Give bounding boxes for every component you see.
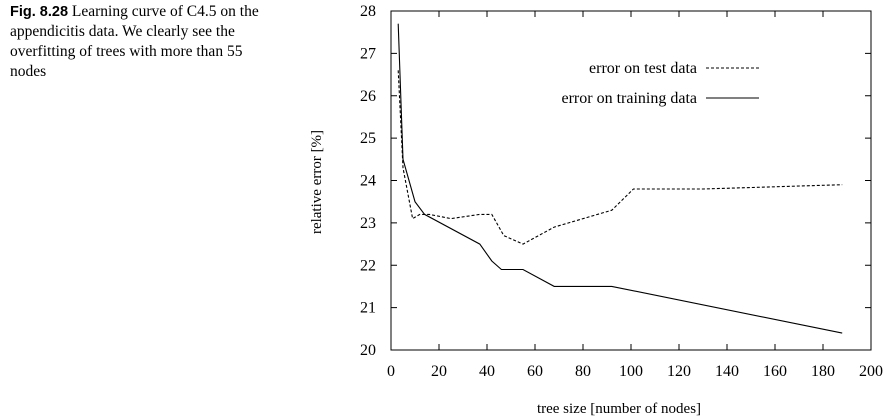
x-axis-label: tree size [number of nodes] [537, 401, 701, 417]
y-tick-label: 20 [360, 342, 376, 359]
test-error-line [397, 70, 843, 245]
series-lines [397, 23, 843, 334]
x-tick-label: 20 [431, 363, 447, 380]
legend-label: error on training data [562, 90, 698, 107]
caption-text: Learning curve of C4.5 on the appendicit… [10, 3, 259, 80]
legend: error on test data error on training data [562, 60, 759, 107]
y-tick-label: 21 [360, 300, 376, 317]
y-axis-ticks: 20 21 22 23 24 25 26 27 28 [360, 3, 871, 359]
x-tick-label: 100 [619, 363, 643, 380]
x-tick-label: 180 [811, 363, 835, 380]
x-tick-label: 0 [387, 363, 395, 380]
y-tick-label: 27 [360, 45, 376, 62]
training-error-line [397, 23, 843, 334]
y-tick-label: 23 [360, 215, 376, 232]
x-tick-label: 140 [715, 363, 739, 380]
x-tick-label: 80 [575, 363, 591, 380]
y-tick-label: 25 [360, 130, 376, 147]
y-tick-label: 24 [360, 173, 376, 190]
y-tick-label: 28 [360, 3, 376, 20]
legend-label: error on test data [589, 60, 697, 77]
x-tick-label: 60 [527, 363, 543, 380]
x-axis-ticks: 0 20 40 60 80 100 120 140 160 180 200 [387, 11, 883, 380]
figure-caption: Fig. 8.28 Learning curve of C4.5 on the … [10, 2, 280, 82]
x-tick-label: 200 [859, 363, 883, 380]
y-tick-label: 26 [360, 88, 376, 105]
y-axis-label: relative error [%] [309, 130, 325, 234]
x-tick-label: 40 [479, 363, 495, 380]
x-tick-label: 120 [667, 363, 691, 380]
y-tick-label: 22 [360, 257, 376, 274]
x-tick-label: 160 [763, 363, 787, 380]
figure-number: Fig. 8.28 [10, 4, 69, 20]
